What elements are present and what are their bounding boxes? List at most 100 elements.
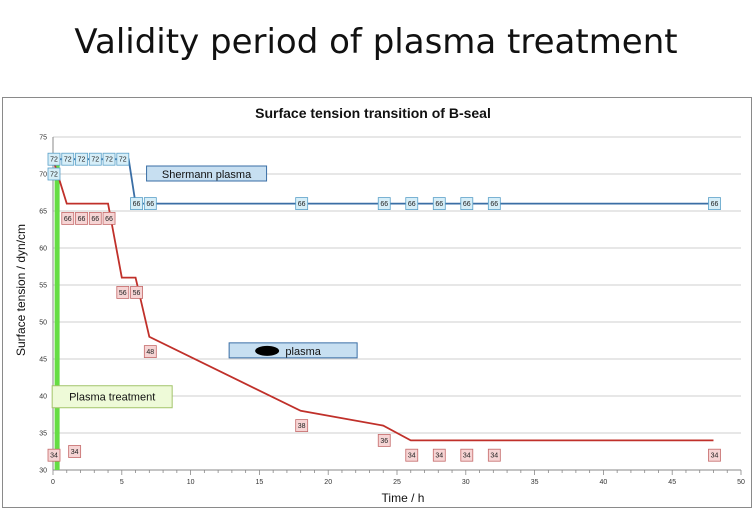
- data-label: 66: [460, 197, 474, 210]
- legend-label-2: plasma: [285, 346, 321, 358]
- data-label-text: 66: [105, 216, 113, 223]
- data-label-box: [377, 197, 391, 210]
- data-label: 66: [102, 212, 116, 225]
- series-line-2: [52, 158, 714, 442]
- data-label-box: [116, 285, 130, 299]
- data-label-text: 72: [50, 172, 58, 179]
- data-label-box: [88, 212, 102, 225]
- slide-title: Validity period of plasma treatment: [74, 22, 678, 62]
- data-label-text: 66: [298, 201, 306, 208]
- legend-box-1: [146, 165, 268, 182]
- data-label-box: [432, 197, 446, 210]
- data-label-text: 66: [91, 216, 99, 223]
- chart-title: Surface tension transition of B-seal: [255, 105, 491, 121]
- data-label-text: 34: [711, 453, 719, 460]
- data-label-text: 36: [380, 438, 388, 445]
- x-tick-label: 45: [668, 479, 676, 486]
- y-tick-label: 40: [39, 394, 47, 401]
- data-label-text: 72: [50, 157, 58, 164]
- data-label: 66: [708, 197, 721, 210]
- data-label-text: 66: [463, 201, 471, 208]
- data-label-text: 38: [298, 423, 306, 430]
- data-label: 34: [405, 448, 419, 462]
- data-label-box: [61, 152, 75, 166]
- y-tick-label: 45: [39, 357, 47, 364]
- data-label: 34: [68, 445, 82, 458]
- data-label: 34: [487, 448, 501, 462]
- data-label: 36: [377, 433, 391, 447]
- data-label-text: 34: [435, 453, 443, 460]
- x-tick-label: 40: [600, 479, 608, 486]
- data-label-box: [460, 197, 474, 210]
- data-label: 66: [75, 212, 88, 225]
- data-label: 72: [116, 152, 130, 166]
- data-label: 66: [487, 197, 501, 210]
- data-label-box: [68, 445, 82, 458]
- data-label: 34: [47, 448, 61, 462]
- data-label: 48: [143, 345, 157, 359]
- axes: 30 35 40 45 50 55 60 65 70 75 0 5 10 15 20 25 30 35 40 45 50: [39, 135, 745, 487]
- data-label: 66: [377, 197, 391, 210]
- y-tick-label: 35: [39, 431, 47, 438]
- data-label-box: [88, 152, 102, 166]
- data-label: 66: [432, 197, 446, 210]
- chart-svg: Surface tension transition of B-seal Sur…: [14, 105, 745, 505]
- data-label-box: [405, 197, 419, 210]
- data-label-text: 66: [133, 201, 141, 208]
- data-label-box: [61, 212, 75, 225]
- data-label-text: 34: [408, 453, 416, 460]
- data-label-box: [130, 285, 143, 299]
- data-label: 66: [88, 212, 102, 225]
- redaction-mark: [255, 345, 280, 356]
- data-label: 72: [88, 152, 102, 166]
- data-label-text: 56: [133, 290, 141, 297]
- data-label: 34: [708, 448, 721, 462]
- data-label-text: 66: [490, 201, 498, 208]
- data-label-box: [432, 448, 446, 462]
- data-label-box: [295, 419, 309, 433]
- data-label: 66: [143, 197, 157, 210]
- data-label-box: [116, 152, 130, 166]
- data-label: 66: [295, 197, 309, 210]
- data-label-box: [708, 197, 721, 210]
- data-label-text: 56: [119, 290, 127, 297]
- data-label-box: [143, 197, 157, 210]
- y-tick-label: 75: [39, 135, 47, 142]
- data-label-text: 66: [146, 201, 154, 208]
- data-label-box: [708, 448, 721, 462]
- y-tick-label: 50: [39, 320, 47, 327]
- data-label-box: [102, 212, 116, 225]
- data-label-text: 34: [71, 449, 79, 456]
- data-label-text: 72: [105, 157, 113, 164]
- annotation-text: Plasma treatment: [69, 392, 155, 404]
- data-label: 38: [295, 419, 309, 433]
- data-label-text: 72: [91, 157, 99, 164]
- data-label-text: 72: [64, 157, 72, 164]
- x-tick-label: 50: [737, 479, 745, 486]
- y-axis-label: Surface tension / dyn/cm: [14, 224, 28, 356]
- data-label-box: [460, 448, 474, 462]
- data-label: 66: [61, 212, 75, 225]
- data-label-text: 48: [146, 349, 154, 356]
- data-label-box: [47, 167, 61, 181]
- data-label: 72: [47, 167, 61, 181]
- x-tick-label: 15: [256, 479, 264, 486]
- data-label: 72: [102, 152, 116, 166]
- y-tick-label: 55: [39, 283, 47, 290]
- data-label-text: 66: [380, 201, 388, 208]
- y-tick-label: 60: [39, 246, 47, 253]
- data-label: 72: [61, 152, 75, 166]
- data-label: 56: [130, 285, 143, 299]
- data-labels: 72 72 72 72 72 72 72 66 66 66 66 66 66 66 66 66 66 66 66 66…: [47, 152, 721, 462]
- data-label-text: 66: [711, 201, 719, 208]
- data-label: 72: [75, 152, 88, 166]
- x-tick-label: 0: [51, 479, 55, 486]
- data-label-text: 34: [50, 453, 58, 460]
- x-tick-label: 25: [393, 479, 401, 486]
- data-label: 34: [432, 448, 446, 462]
- data-label-text: 66: [408, 201, 416, 208]
- data-label-box: [75, 152, 88, 166]
- x-tick-label: 10: [187, 479, 195, 486]
- data-label: 66: [130, 197, 143, 210]
- data-label-box: [295, 197, 309, 210]
